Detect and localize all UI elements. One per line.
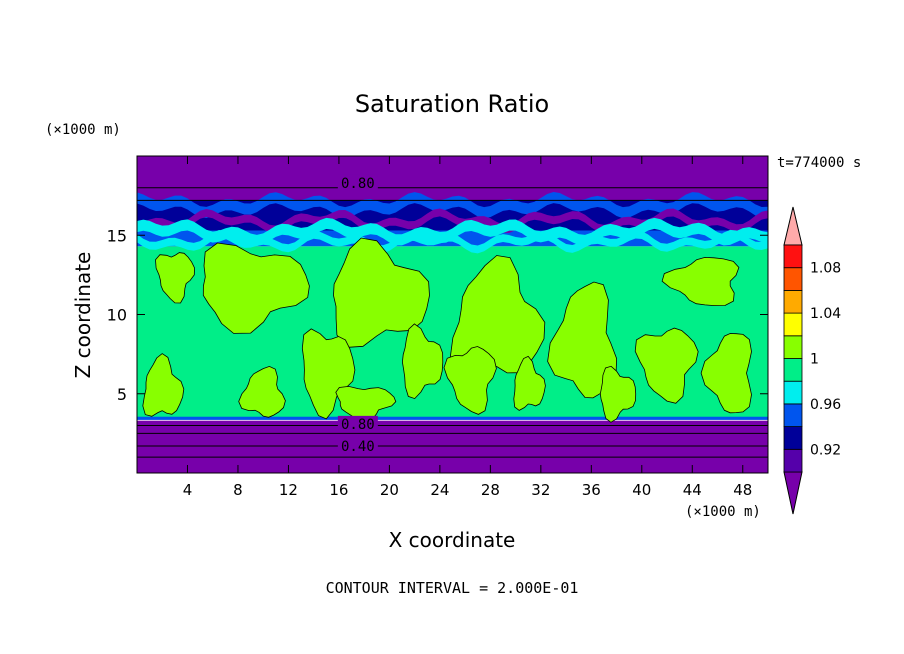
upper-blue-streak xyxy=(137,192,768,219)
lime-cell-14 xyxy=(335,385,397,422)
y-tick-label: 10 xyxy=(107,306,127,325)
lime-cell-8 xyxy=(301,328,356,420)
lime-cell-15 xyxy=(599,365,637,423)
x-tick-label: 4 xyxy=(183,481,193,499)
colorbar-swatch xyxy=(783,358,803,382)
colorbar-swatch xyxy=(783,448,803,473)
colorbar-swatch xyxy=(783,403,803,427)
time-label: t=774000 s xyxy=(777,155,861,171)
lime-cell-10 xyxy=(142,353,185,417)
y-unit-label: (×1000 m) xyxy=(45,122,121,138)
colorbar-swatch xyxy=(783,426,803,450)
colorbar-tick-label: 0.92 xyxy=(810,442,841,458)
x-axis-label: X coordinate xyxy=(389,528,516,552)
x-tick-label: 24 xyxy=(430,481,449,499)
contour-label-bg xyxy=(337,174,378,190)
contour-label-bg xyxy=(337,415,378,431)
contour-field xyxy=(137,156,768,473)
lime-cell-12 xyxy=(700,333,752,414)
x-tick-label: 28 xyxy=(481,481,500,499)
lime-cell-9 xyxy=(401,323,444,400)
lime-cell-13 xyxy=(443,346,497,415)
x-tick-label: 48 xyxy=(733,481,752,499)
contour-label-bg xyxy=(337,438,378,454)
colorbar-swatch xyxy=(783,380,803,405)
colorbar-swatch xyxy=(783,312,803,337)
y-axis-label: Z coordinate xyxy=(71,252,95,379)
y-tick-label: 15 xyxy=(107,226,127,245)
band-purple-upper xyxy=(137,187,768,201)
x-tick-label: 40 xyxy=(632,481,651,499)
colorbar-tick-label: 1.04 xyxy=(810,306,841,322)
cyan-streak xyxy=(137,217,768,246)
x-tick-label: 36 xyxy=(582,481,601,499)
colorbar-swatch xyxy=(783,267,803,291)
colorbar-under-arrow xyxy=(783,471,803,515)
contour-interval-footer: CONTOUR INTERVAL = 2.000E-01 xyxy=(326,579,579,597)
x-tick-label: 44 xyxy=(683,481,702,499)
colorbar-swatch xyxy=(783,335,803,359)
purple-top xyxy=(137,156,768,188)
x-tick-label: 8 xyxy=(233,481,243,499)
contour-label: 0.80 xyxy=(341,176,375,192)
lower-blue-layer xyxy=(137,416,768,420)
colorbar-tick-label: 1 xyxy=(810,352,819,368)
lime-cell-1 xyxy=(155,252,195,304)
lime-cell-3 xyxy=(333,237,430,348)
y-tick-label: 5 xyxy=(117,385,127,404)
colorbar-tick-label: 1.08 xyxy=(810,261,841,277)
x-tick-label: 12 xyxy=(279,481,298,499)
contour-label: 0.40 xyxy=(341,439,375,455)
contour-lines: 0.80 0.80 0.40 xyxy=(137,174,768,458)
lime-cell-7 xyxy=(634,327,699,404)
lime-cell-16 xyxy=(513,355,546,411)
purple-bottom xyxy=(137,420,768,473)
x-unit-label: (×1000 m) xyxy=(685,504,761,520)
colorbar-swatch xyxy=(783,244,803,269)
colorbar-over-arrow xyxy=(783,206,803,246)
contour-label: 0.80 xyxy=(341,417,375,433)
colorbar-swatch xyxy=(783,289,803,314)
chart-title: Saturation Ratio xyxy=(355,90,549,118)
x-tick-label: 32 xyxy=(531,481,550,499)
x-tick-label: 16 xyxy=(329,481,348,499)
lime-cell-6 xyxy=(661,256,740,307)
colorbar: 0.92 0.96 1 1.04 1.08 xyxy=(783,206,841,515)
lime-cell-2 xyxy=(202,242,310,334)
x-tick-label: 20 xyxy=(380,481,399,499)
cyan-streak-lower xyxy=(137,229,768,254)
lime-cell-11 xyxy=(238,365,286,418)
colorbar-tick-label: 0.96 xyxy=(810,397,841,413)
